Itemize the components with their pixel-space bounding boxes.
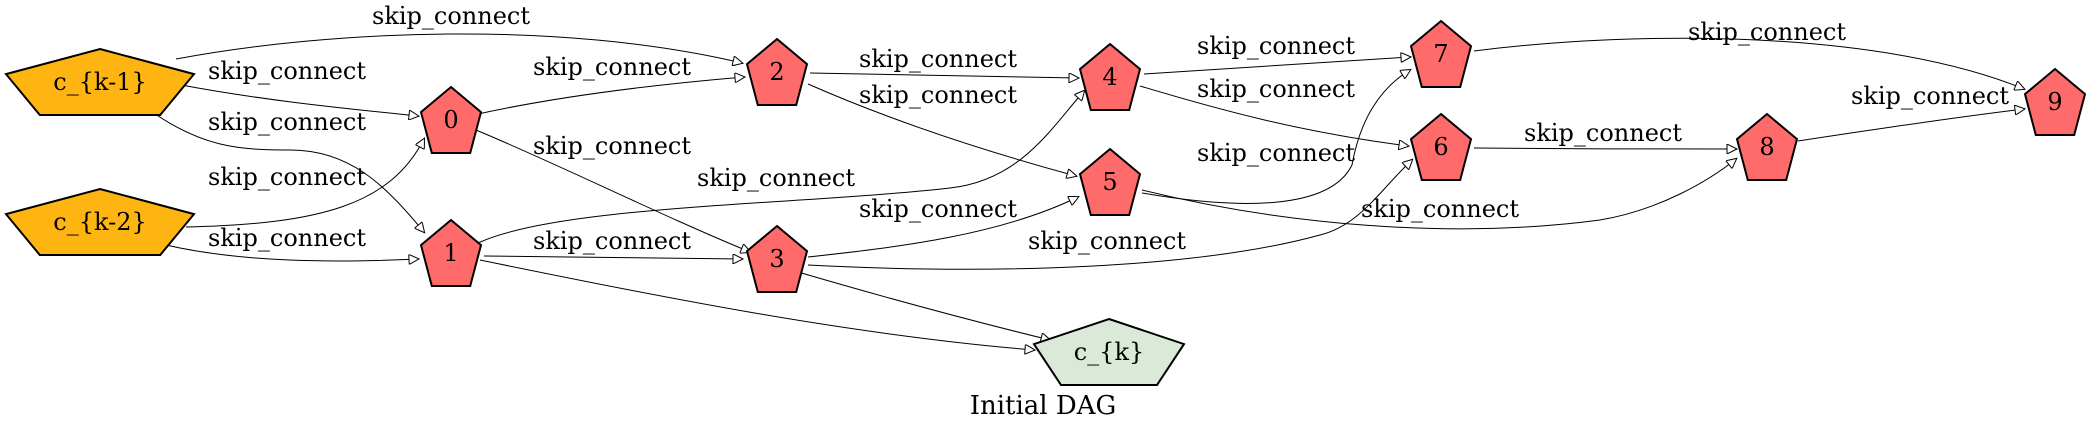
node-n0: 0 bbox=[419, 85, 483, 154]
node-n3: 3 bbox=[745, 224, 809, 293]
edge-label-n3-to-n6: skip_connect bbox=[1028, 227, 1186, 255]
node-shape-ck2 bbox=[4, 187, 196, 256]
edge-n5-to-n8 bbox=[1141, 159, 1736, 230]
node-label-n7: 7 bbox=[1433, 40, 1448, 68]
edge-n3-to-n6 bbox=[807, 160, 1412, 270]
node-label-n2: 2 bbox=[769, 58, 784, 86]
node-label-n6: 6 bbox=[1433, 133, 1448, 161]
edge-n2-to-n5 bbox=[807, 83, 1076, 176]
node-n8: 8 bbox=[1735, 112, 1799, 181]
edge-label-ck1-to-n1: skip_connect bbox=[208, 108, 366, 136]
edge-ck1-to-n1 bbox=[143, 105, 424, 232]
edge-n3-to-n5 bbox=[807, 197, 1078, 258]
node-n9: 9 bbox=[2023, 67, 2086, 136]
edge-label-n6-to-n8: skip_connect bbox=[1524, 119, 1682, 147]
edge-n6-to-n8 bbox=[1473, 148, 1736, 149]
node-n5: 5 bbox=[1078, 147, 1142, 216]
edge-n8-to-n9 bbox=[1797, 109, 2024, 142]
edge-label-n1-to-n3: skip_connect bbox=[533, 227, 691, 255]
node-shape-n9 bbox=[2023, 67, 2086, 136]
node-n7: 7 bbox=[1409, 19, 1473, 88]
edge-ck2-to-n0 bbox=[185, 139, 424, 228]
node-label-ck1: c_{k-1} bbox=[53, 68, 146, 96]
edge-label-n2-to-n4: skip_connect bbox=[859, 45, 1017, 73]
node-label-ck2: c_{k-2} bbox=[53, 208, 146, 236]
edge-label-n4-to-n7: skip_connect bbox=[1197, 32, 1355, 60]
edge-n7-to-n9 bbox=[1473, 37, 2024, 89]
edge-ck2-to-n1 bbox=[165, 244, 418, 261]
edges-layer: skip_connectskip_connectskip_connectskip… bbox=[143, 2, 2024, 350]
edge-n3-to-ck bbox=[797, 271, 1050, 340]
edge-label-n1-to-n4: skip_connect bbox=[697, 164, 855, 192]
node-ck2: c_{k-2} bbox=[4, 187, 196, 256]
diagram-caption: Initial DAG bbox=[970, 391, 1117, 421]
node-label-ck: c_{k} bbox=[1074, 338, 1145, 366]
edge-n4-to-n7 bbox=[1143, 57, 1410, 75]
edge-n2-to-n4 bbox=[809, 72, 1078, 78]
node-label-n1: 1 bbox=[443, 239, 458, 267]
node-shape-n5 bbox=[1078, 147, 1142, 216]
edge-n5-to-n7 bbox=[1141, 70, 1410, 204]
edge-label-n2-to-n5: skip_connect bbox=[859, 81, 1017, 109]
node-label-n4: 4 bbox=[1102, 63, 1117, 91]
node-shape-ck1 bbox=[4, 47, 196, 116]
edge-ck1-to-n2 bbox=[175, 33, 742, 63]
node-ck1: c_{k-1} bbox=[4, 47, 196, 116]
node-shape-n4 bbox=[1078, 42, 1142, 111]
node-label-n9: 9 bbox=[2047, 88, 2062, 116]
edge-n0-to-n2 bbox=[477, 77, 744, 115]
edge-label-n5-to-n7: skip_connect bbox=[1197, 139, 1355, 167]
edge-label-n8-to-n9: skip_connect bbox=[1851, 82, 2009, 110]
node-shape-n3 bbox=[745, 224, 809, 293]
node-ck: c_{k} bbox=[1032, 317, 1186, 386]
node-label-n0: 0 bbox=[443, 106, 458, 134]
node-n4: 4 bbox=[1078, 42, 1142, 111]
edge-n1-to-n4 bbox=[477, 91, 1084, 244]
node-n2: 2 bbox=[745, 37, 809, 106]
edge-label-ck1-to-n2: skip_connect bbox=[372, 2, 530, 30]
edge-label-n0-to-n2: skip_connect bbox=[533, 53, 691, 81]
node-label-n5: 5 bbox=[1102, 168, 1117, 196]
edge-n0-to-n3 bbox=[475, 129, 750, 252]
edge-label-n4-to-n6: skip_connect bbox=[1197, 75, 1355, 103]
node-shape-ck bbox=[1032, 317, 1186, 386]
node-shape-n2 bbox=[745, 37, 809, 106]
edge-label-ck2-to-n0: skip_connect bbox=[208, 163, 366, 191]
node-shape-n1 bbox=[419, 218, 483, 287]
node-label-n3: 3 bbox=[769, 245, 784, 273]
edge-n1-to-ck bbox=[479, 259, 1034, 350]
edge-label-n0-to-n3: skip_connect bbox=[533, 132, 691, 160]
node-shape-n8 bbox=[1735, 112, 1799, 181]
node-shape-n7 bbox=[1409, 19, 1473, 88]
edge-label-ck2-to-n1: skip_connect bbox=[208, 224, 366, 252]
nodes-layer: c_{k-1} c_{k-2} 0 1 2 3 4 5 6 7 8 9 c_{k} bbox=[4, 19, 2086, 386]
node-n6: 6 bbox=[1409, 112, 1473, 181]
edge-label-n3-to-n5: skip_connect bbox=[859, 195, 1017, 223]
edge-label-n5-to-n8: skip_connect bbox=[1361, 195, 1519, 223]
edge-label-n7-to-n9: skip_connect bbox=[1688, 18, 1846, 46]
node-label-n8: 8 bbox=[1759, 133, 1774, 161]
node-shape-n0 bbox=[419, 85, 483, 154]
edge-label-ck1-to-n0: skip_connect bbox=[208, 57, 366, 85]
node-n1: 1 bbox=[419, 218, 483, 287]
node-shape-n6 bbox=[1409, 112, 1473, 181]
edge-n1-to-n3 bbox=[483, 256, 742, 259]
edge-n4-to-n6 bbox=[1139, 85, 1408, 146]
edge-ck1-to-n0 bbox=[175, 83, 418, 116]
